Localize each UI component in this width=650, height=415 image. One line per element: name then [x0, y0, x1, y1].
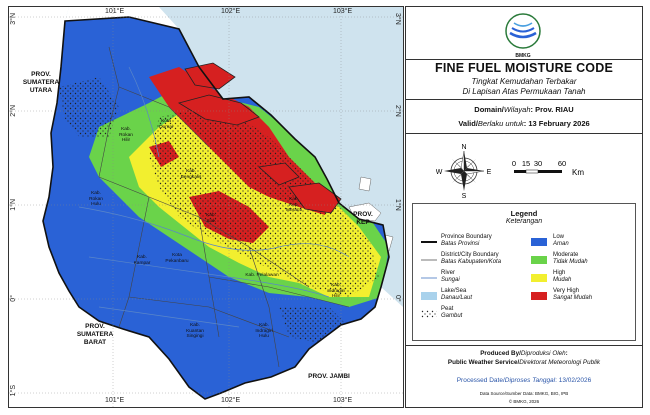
scale-tick-60: 60 [558, 159, 566, 168]
domain-label-it: Wilayah [503, 105, 531, 114]
panel-divider-4 [406, 345, 642, 346]
district-boundary-symbol [421, 259, 437, 261]
label-kab-indragiri-hilir: Kab. Indragiri Hilir [327, 283, 345, 299]
legend-moderate: Moderate Tidak Mudah [553, 252, 588, 265]
lat-tick-0: 0° [10, 295, 17, 302]
lake-symbol [421, 292, 437, 300]
label-kota-dumai: Kota Dumai [159, 119, 173, 130]
lat-tick-1s: 1°S [10, 385, 17, 397]
domain-line: Domain/Wilayah: Prov. RIAU [406, 105, 642, 114]
legend-peat: Peat Gambut [441, 306, 463, 319]
data-source-line: Data Source/Sumber Data: BMKG, BIG, IPB [479, 391, 569, 396]
label-kab-rokan-hulu: Kab. Rokan Hulu [89, 191, 103, 207]
subtitle-1: Tingkat Kemudahan Terbakar [471, 77, 577, 86]
legend-province-boundary: Province Boundary Batas Provinsi [441, 234, 492, 247]
produced-by-line: Produced By/Diproduksi Oleh: [480, 350, 568, 357]
label-prov-sumatera-utara: PROV. SUMATERA UTARA [22, 71, 60, 94]
province-boundary-symbol [421, 241, 437, 243]
island-meranti [288, 182, 342, 214]
lon-tick-101: 101°E [105, 8, 125, 15]
river-symbol [421, 277, 437, 279]
legend-title: Legend [510, 209, 538, 218]
lat-tick-1n: 1°N [10, 199, 17, 211]
lon-tick-102: 102°E [221, 8, 241, 15]
lon-tick-103: 103°E [333, 8, 353, 15]
processed-date-line: Processed Date/Diproses Tanggal: 13/02/2… [456, 377, 592, 384]
scale-tick-0: 0 [512, 159, 516, 168]
panel-divider-2 [406, 99, 642, 100]
legend-low: Low Aman [553, 234, 569, 247]
label-prov-jambi: PROV. JAMBI [308, 373, 350, 380]
island-tebing-tinggi [258, 162, 300, 186]
logo-text: BMKG [515, 53, 531, 59]
label-kab-bengkalis: Kab. Bengkalis [180, 169, 202, 180]
label-kab-rokan-hilir: Kab. Rokan Hilir [119, 127, 133, 143]
label-kota-pekanbaru: Kota Pekanbaru [165, 253, 189, 264]
panel-divider-1 [406, 59, 642, 60]
legend-lake: Lake/Sea Danau/Laut [441, 288, 473, 301]
lat-tick-2n-right: 2°N [394, 105, 401, 117]
legend-low-swatch [531, 238, 547, 246]
neighbor-land-west [9, 7, 403, 407]
label-kab-kampar: Kab. Kampar [133, 255, 151, 266]
valid-line: Valid/Berlaku untuk: 13 February 2026 [406, 119, 642, 128]
label-kab-pelalawan: Kab. Pelalawan [245, 273, 279, 278]
island-rupat [184, 62, 236, 90]
map-frame: 101°E 102°E 103°E 101°E 102°E 103°E 3°N … [8, 6, 404, 408]
legend-very-high: Very High Sangat Mudah [553, 288, 593, 301]
compass-e: E [487, 169, 492, 176]
peat-symbol [421, 310, 437, 318]
compass-s: S [462, 193, 467, 199]
legend-district-boundary: District/City Boundary Batas Kabupaten/Ko… [441, 252, 502, 265]
map-canvas [9, 7, 403, 407]
info-panel: BMKG FINE FUEL MOISTURE CODE Tingkat Kem… [405, 6, 643, 408]
legend-high-swatch [531, 274, 547, 282]
legend-box: Legend Keterangan Province Boundary Batas… [412, 203, 636, 341]
compass-w: W [436, 169, 443, 176]
domain-value: : Prov. RIAU [530, 105, 574, 114]
compass-n: N [461, 144, 466, 151]
legend-very-high-swatch [531, 292, 547, 300]
lat-tick-2n: 2°N [10, 105, 17, 117]
scale-bar: 0 15 30 60 Km [512, 159, 584, 177]
label-kab-kuantan-singingi: Kab. Kuantan Singingi [186, 323, 204, 339]
island-bengkalis [177, 94, 260, 126]
valid-label-it: Berlaku untuk [477, 119, 524, 128]
lon-tick-103-bottom: 103°E [333, 397, 353, 404]
neighbor-land-north [65, 7, 179, 29]
label-kab-indragiri-hulu: Kab. Indragiri Hulu [255, 323, 273, 339]
rivers [78, 66, 350, 328]
scale-tick-15: 15 [522, 159, 530, 168]
legend-subtitle: Keterangan [505, 218, 543, 225]
graticule [9, 7, 403, 407]
copyright-line: © BMKG, 2026 [508, 399, 540, 404]
bmkg-logo-icon [505, 13, 541, 49]
label-kab-kep-meranti: Kab. Kep. Meranti [286, 197, 302, 213]
subtitle-2: Di Lapisan Atas Permukaan Tanah [462, 87, 586, 96]
domain-label: Domain/ [474, 105, 504, 114]
peat-area-north [149, 103, 379, 297]
valid-label: Valid/ [458, 119, 478, 128]
panel-divider-3 [406, 133, 642, 134]
lon-tick-101-bottom: 101°E [105, 397, 125, 404]
lat-tick-0-right: 0° [394, 295, 401, 302]
lat-tick-1n-right: 1°N [394, 199, 401, 211]
lat-tick-3n-right: 3°N [394, 13, 401, 25]
legend-river: River Sungai [441, 270, 460, 283]
lon-tick-102-bottom: 102°E [221, 397, 241, 404]
label-prov-kepri: PROV. KEP [353, 211, 373, 226]
scale-unit: Km [572, 168, 584, 177]
label-kab-siak: Kab. Siak [206, 213, 216, 224]
producer-line: Public Weather Service/Direktorat Meteor… [447, 359, 601, 366]
compass-rose-icon: N S W E [436, 144, 492, 199]
scale-tick-30: 30 [534, 159, 542, 168]
map-title: FINE FUEL MOISTURE CODE [435, 61, 613, 75]
peat-area-west [59, 77, 119, 137]
legend-high: High Mudah [553, 270, 572, 283]
label-prov-sumatera-barat: PROV. SUMATERA BARAT [76, 323, 114, 346]
legend-moderate-swatch [531, 256, 547, 264]
valid-value: : 13 February 2026 [523, 119, 590, 128]
lat-tick-3n: 3°N [10, 13, 17, 25]
